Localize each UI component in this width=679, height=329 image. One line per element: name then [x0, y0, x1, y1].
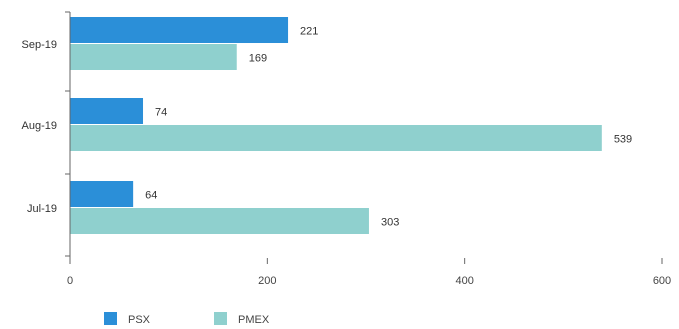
data-label-psx-aug-19: 74 — [155, 107, 167, 119]
category-label-sep-19: Sep-19 — [22, 39, 57, 51]
bars-group — [70, 17, 602, 234]
data-labels-group: 221 169 74 539 64 303 — [145, 26, 632, 229]
bar-psx-sep-19 — [70, 17, 289, 43]
legend-label-psx: PSX — [128, 314, 151, 326]
legend-swatch-pmex — [214, 312, 227, 325]
legend: PSX PMEX — [104, 312, 270, 326]
bar-pmex-jul-19 — [70, 208, 369, 234]
category-label-aug-19: Aug-19 — [22, 120, 57, 132]
data-label-pmex-jul-19: 303 — [381, 217, 399, 229]
category-labels-group: Sep-19 Aug-19 Jul-19 — [22, 39, 57, 215]
x-ticks-group: 0 200 400 600 — [67, 258, 671, 287]
bar-psx-jul-19 — [70, 181, 134, 207]
bar-psx-aug-19 — [70, 98, 144, 124]
data-label-pmex-aug-19: 539 — [614, 134, 632, 146]
legend-label-pmex: PMEX — [238, 314, 270, 326]
bar-pmex-sep-19 — [70, 44, 237, 70]
category-label-jul-19: Jul-19 — [27, 203, 57, 215]
x-tick-label-0: 0 — [67, 275, 73, 287]
x-tick-label-200: 200 — [258, 275, 276, 287]
axes-group — [65, 11, 71, 264]
data-label-psx-sep-19: 221 — [300, 26, 318, 38]
bar-pmex-aug-19 — [70, 125, 602, 151]
x-tick-label-600: 600 — [653, 275, 671, 287]
legend-swatch-psx — [104, 312, 117, 325]
data-label-pmex-sep-19: 169 — [249, 53, 267, 65]
x-tick-label-400: 400 — [455, 275, 473, 287]
data-label-psx-jul-19: 64 — [145, 190, 157, 202]
